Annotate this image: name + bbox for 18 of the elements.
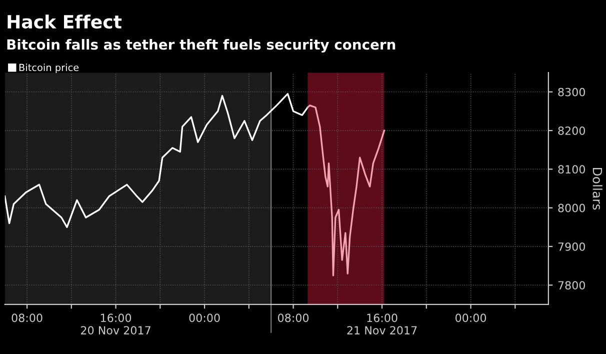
line-series <box>306 104 386 276</box>
chart-subtitle: Bitcoin falls as tether theft fuels security concern <box>7 39 396 53</box>
x-tick-label: 16:00 20 Nov 2017 <box>81 314 150 335</box>
x-tick-label: 16:00 21 Nov 2017 <box>347 314 417 335</box>
y-tick-label: 8200 <box>558 126 585 135</box>
y-tick-label: 7900 <box>558 242 585 251</box>
y-tick-label: 8000 <box>558 204 585 212</box>
x-tick-label: 08:00 <box>278 314 309 322</box>
y-axis-title: Dollars <box>592 168 602 210</box>
y-tick-label: 7800 <box>558 281 585 290</box>
chart-title: Hack Effect <box>8 14 122 29</box>
x-tick-label: 00:00 <box>456 314 486 322</box>
x-tick-label: 08:00 <box>12 314 42 322</box>
y-tick-label: 8300 <box>558 88 585 96</box>
legend-label: Bitcoin price <box>19 64 79 74</box>
line-series <box>4 92 309 228</box>
x-tick-label: 00:00 <box>189 314 220 322</box>
y-tick-label: 8100 <box>558 165 585 174</box>
